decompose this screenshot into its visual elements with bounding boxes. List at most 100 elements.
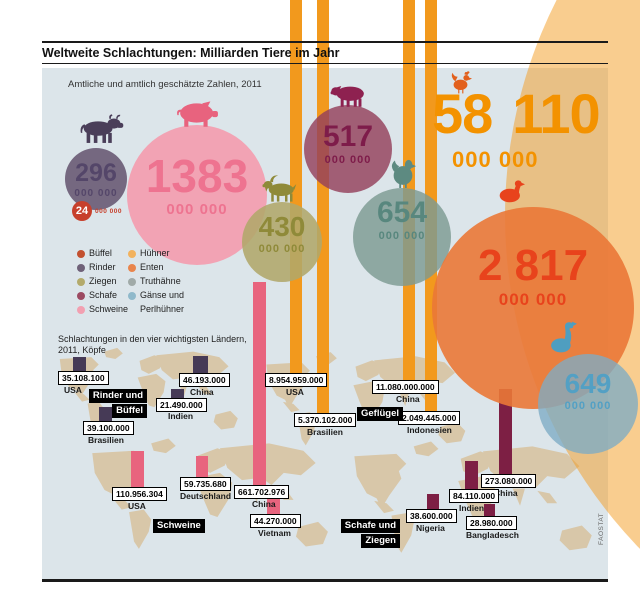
legend-label-ziegen: Ziegen — [89, 276, 117, 286]
source-label: FAOSTAT — [598, 512, 605, 545]
category-label-pigs: Schweine — [153, 519, 205, 534]
header-rule-top — [42, 41, 608, 43]
country-label: China — [252, 499, 276, 509]
value-box: 661.702.976 — [234, 485, 290, 500]
geese-count: 649 000 000 — [564, 368, 612, 412]
sheepgoat-bar-nigeria — [427, 494, 439, 511]
cattle-bubble — [65, 148, 127, 210]
legend-dot-gaense — [128, 292, 136, 300]
value-box: 11.080.000.000 — [372, 380, 439, 395]
sheep-bubble — [304, 105, 392, 193]
country-label: Indien — [459, 503, 485, 513]
country-label: Bangladesch — [466, 530, 519, 540]
value-box: 2.049.445.000 — [398, 411, 461, 426]
duck-icon — [498, 178, 525, 204]
legend-label-perlhuehner: Perlhühner — [140, 304, 185, 314]
value-box: 44.270.000 — [250, 514, 301, 529]
sheepgoat-bar-indien — [465, 461, 478, 490]
sheep-icon — [330, 83, 368, 108]
country-label: USA — [286, 387, 304, 397]
goats-bubble — [242, 202, 322, 282]
pig-bar-deutschland — [196, 456, 208, 478]
goose-icon — [549, 319, 577, 355]
pig-bar-usa — [131, 451, 144, 488]
country-label: Brasilien — [307, 427, 343, 437]
legend-label-rinder: Rinder — [89, 262, 116, 272]
legend-dot-huehner — [128, 250, 136, 258]
buffalo-bubble: 24 — [72, 201, 92, 221]
sheep-count: 517 000 000 — [322, 120, 374, 166]
category-label-cattle: Rinder und — [88, 389, 147, 404]
legend-label-truthaehne: Truthähne — [140, 276, 181, 286]
legend-label-gaense: Gänse und — [140, 290, 185, 300]
geese-bubble — [538, 354, 638, 454]
country-label: Indonesien — [407, 425, 452, 435]
country-label: Indien — [168, 411, 194, 421]
value-box: 84.110.000 — [449, 489, 500, 504]
world-map-pigs — [80, 436, 350, 571]
country-label: USA — [128, 501, 146, 511]
rooster-icon — [449, 70, 472, 95]
value-box: 21.490.000 — [156, 398, 207, 413]
legend-label-enten: Enten — [140, 262, 164, 272]
category-label-sheepgoats: Schafe und — [340, 519, 400, 534]
category-label-cattle-2: Büffel — [112, 404, 147, 419]
turkeys-count: 654 000 000 — [376, 196, 428, 242]
legend-label-bueffel: Büffel — [89, 248, 112, 258]
header-rule-bottom — [42, 63, 608, 64]
country-label: China — [396, 394, 420, 404]
country-label: China — [190, 387, 214, 397]
value-box: 110.956.304 — [112, 487, 167, 502]
country-label: USA — [64, 385, 82, 395]
pigs-count: 1383 000 000 — [145, 150, 249, 218]
value-box: 35.108.100 — [58, 371, 109, 386]
poultry-bar-brasilien — [317, 0, 329, 414]
category-label-poultry: Geflügel — [357, 407, 404, 422]
country-label: China — [494, 488, 518, 498]
value-box: 59.735.680 — [180, 477, 231, 492]
ducks-count: 2 817 000 000 — [477, 241, 589, 309]
page-title: Weltweite Schlachtungen: Milliarden Tier… — [42, 46, 340, 60]
chart-subtitle: Amtliche und amtlich geschätzte Zahlen, … — [68, 79, 262, 90]
sheepgoat-bar-bangladesch — [484, 504, 495, 517]
cattle-count: 296 000 000 — [74, 159, 118, 199]
legend-dot-truthaehne — [128, 278, 136, 286]
value-box: 8.954.959.000 — [265, 373, 328, 388]
legend-dot-schweine — [77, 306, 85, 314]
value-box: 38.600.000 — [406, 509, 457, 524]
legend-dot-schafe — [77, 292, 85, 300]
cattle-bar-brasilien — [99, 407, 112, 422]
pig-bar-china — [253, 282, 266, 486]
footer-rule — [42, 579, 608, 582]
cow-icon — [78, 112, 124, 148]
turkeys-bubble — [353, 188, 451, 286]
value-box: 46.193.000 — [179, 373, 230, 388]
cattle-bar-usa — [73, 357, 86, 373]
legend-dot-ziegen — [77, 278, 85, 286]
buffalo-unit: 000 000 — [95, 208, 122, 215]
pig-bar-vietnam — [267, 497, 280, 515]
sheepgoat-bar-china — [499, 389, 512, 475]
legend-dot-rinder — [77, 264, 85, 272]
country-label: Brasilien — [88, 435, 124, 445]
cattle-bar-indien — [171, 389, 184, 399]
legend-label-schweine: Schweine — [89, 304, 129, 314]
value-box: 28.980.000 — [466, 516, 517, 531]
category-label-sheepgoats-2: Ziegen — [361, 534, 400, 549]
country-label: Vietnam — [258, 528, 291, 538]
legend-dot-enten — [128, 264, 136, 272]
section-title: Schlachtungen in den vier wichtigsten Lä… — [58, 334, 247, 356]
country-label: Deutschland — [180, 491, 232, 501]
turkey-icon — [388, 158, 418, 188]
legend-label-huehner: Hühner — [140, 248, 170, 258]
value-box: 39.100.000 — [83, 421, 134, 436]
goat-icon — [260, 173, 300, 204]
value-box: 5.370.102.000 — [294, 413, 357, 428]
legend-dot-bueffel — [77, 250, 85, 258]
value-box: 273.080.000 — [481, 474, 537, 489]
goats-count: 430 000 000 — [258, 211, 306, 255]
country-label: Nigeria — [416, 523, 445, 533]
pig-icon — [176, 99, 220, 127]
chickens-count-unit: 000 000 — [452, 147, 539, 172]
